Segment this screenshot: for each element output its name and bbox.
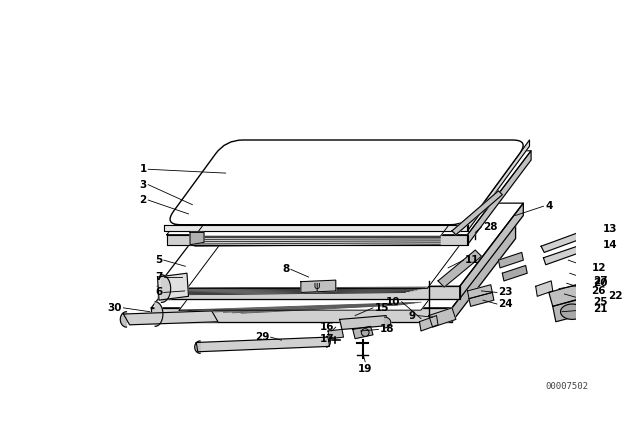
Polygon shape: [469, 293, 494, 306]
PathPatch shape: [170, 140, 523, 225]
Text: 24: 24: [499, 299, 513, 309]
Text: 20: 20: [593, 278, 607, 288]
Text: 30: 30: [108, 303, 122, 313]
Text: ψ: ψ: [314, 281, 321, 291]
Text: 11: 11: [465, 255, 479, 265]
Polygon shape: [467, 285, 492, 299]
Text: 21: 21: [593, 304, 607, 314]
Polygon shape: [536, 281, 553, 296]
Polygon shape: [326, 336, 330, 347]
Text: 19: 19: [358, 364, 372, 374]
Text: 9: 9: [408, 310, 415, 321]
Polygon shape: [419, 315, 438, 331]
Polygon shape: [452, 225, 516, 322]
Polygon shape: [385, 317, 391, 328]
Text: 28: 28: [483, 222, 497, 232]
Polygon shape: [157, 273, 189, 300]
Text: 22: 22: [609, 291, 623, 302]
Polygon shape: [553, 299, 586, 322]
Text: 12: 12: [591, 263, 606, 273]
Polygon shape: [328, 329, 344, 339]
Polygon shape: [196, 337, 330, 352]
Polygon shape: [167, 235, 467, 245]
Polygon shape: [561, 304, 584, 319]
Text: 14: 14: [602, 240, 617, 250]
Text: 15: 15: [374, 303, 389, 313]
Polygon shape: [167, 151, 531, 235]
Text: 18: 18: [380, 324, 394, 334]
Polygon shape: [120, 312, 127, 327]
Polygon shape: [157, 286, 460, 299]
Text: 7: 7: [155, 272, 162, 282]
Text: 26: 26: [591, 286, 606, 296]
Polygon shape: [161, 275, 171, 302]
Polygon shape: [460, 203, 524, 299]
Polygon shape: [151, 308, 452, 322]
Text: 25: 25: [593, 297, 607, 307]
Text: 23: 23: [499, 288, 513, 297]
Text: 1: 1: [140, 164, 147, 174]
Polygon shape: [502, 266, 527, 281]
Polygon shape: [195, 154, 502, 236]
Polygon shape: [157, 203, 524, 286]
Polygon shape: [541, 228, 595, 252]
Polygon shape: [164, 225, 467, 231]
Text: 29: 29: [255, 332, 269, 342]
Text: 17: 17: [319, 334, 334, 344]
Polygon shape: [438, 250, 481, 287]
Polygon shape: [353, 326, 373, 339]
Text: 27: 27: [593, 276, 607, 286]
Polygon shape: [190, 233, 204, 245]
Polygon shape: [187, 208, 488, 289]
Text: 3: 3: [140, 180, 147, 190]
Polygon shape: [429, 308, 456, 327]
Text: 6: 6: [155, 288, 162, 297]
Polygon shape: [195, 341, 200, 353]
Text: 00007502: 00007502: [545, 382, 588, 391]
Polygon shape: [549, 285, 580, 306]
Polygon shape: [452, 191, 502, 235]
Text: 16: 16: [320, 322, 334, 332]
Text: 13: 13: [602, 224, 617, 234]
Polygon shape: [124, 311, 218, 325]
Polygon shape: [301, 280, 336, 293]
Polygon shape: [467, 151, 531, 245]
Polygon shape: [151, 225, 516, 308]
Polygon shape: [467, 140, 529, 231]
Text: 4: 4: [545, 201, 552, 211]
Polygon shape: [499, 252, 524, 268]
Polygon shape: [155, 302, 163, 326]
Polygon shape: [340, 315, 388, 329]
Text: 10: 10: [385, 297, 400, 307]
Polygon shape: [543, 240, 598, 265]
Polygon shape: [179, 229, 481, 310]
Text: 2: 2: [140, 195, 147, 205]
Text: 8: 8: [282, 264, 289, 274]
Text: 5: 5: [155, 255, 162, 265]
Circle shape: [362, 329, 369, 336]
